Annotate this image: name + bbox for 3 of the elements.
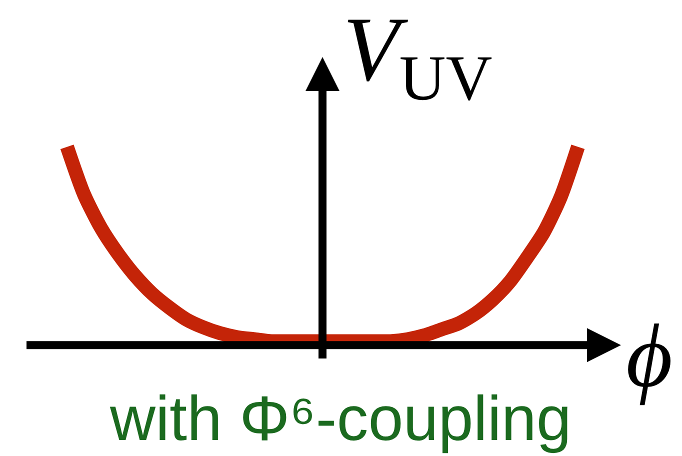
y-axis-title: V$_{UV}$ [343, 0, 492, 114]
x-axis-title: ϕ [626, 307, 673, 406]
text: with Φ⁶-coupling [109, 384, 572, 454]
